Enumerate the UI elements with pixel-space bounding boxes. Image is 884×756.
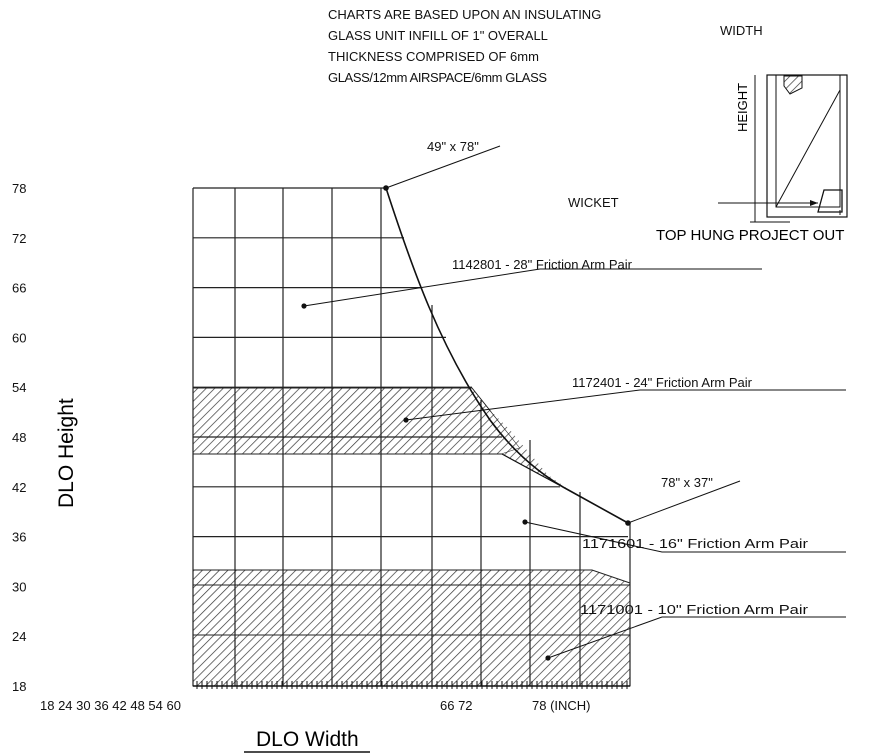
window-diagram: WIDTH HEIGHT WICKET TOP HUNG PROJECT OUT bbox=[568, 23, 848, 244]
y-tick-66: 66 bbox=[12, 281, 26, 296]
size-limit-curve bbox=[385, 187, 629, 524]
window-width-label: WIDTH bbox=[720, 23, 763, 38]
x-tick-labels-left: 18 24 30 36 42 48 54 60 bbox=[40, 698, 181, 713]
zone-10-label: 1171001 - 10" Friction Arm Pair bbox=[580, 602, 809, 617]
y-axis-title: DLO Height bbox=[55, 398, 78, 508]
corner-leader-top bbox=[385, 145, 501, 189]
corner-label-bottom: 78" x 37" bbox=[661, 475, 713, 490]
curve-hatch-wedge bbox=[490, 410, 572, 492]
zone-28-leader bbox=[303, 268, 762, 307]
y-tick-18: 18 bbox=[12, 679, 26, 694]
y-tick-54: 54 bbox=[12, 380, 26, 395]
corner-point-bottom bbox=[625, 520, 631, 526]
y-tick-24: 24 bbox=[12, 629, 26, 644]
window-wicket-label: WICKET bbox=[568, 195, 619, 210]
corner-point-top bbox=[383, 185, 389, 191]
zone-16-leader bbox=[524, 521, 846, 553]
x-axis-title: DLO Width bbox=[256, 728, 359, 751]
y-tick-30: 30 bbox=[12, 579, 26, 594]
note-line-2: GLASS UNIT INFILL OF 1" OVERALL bbox=[328, 28, 548, 43]
note-line-4: GLASS/12mm AIRSPACE/6mm GLASS bbox=[328, 70, 547, 85]
y-tick-78: 78 bbox=[12, 181, 26, 196]
x-tick-78: 78 (INCH) bbox=[532, 698, 591, 713]
x-axis-minor-ticks bbox=[196, 681, 628, 689]
y-axis-tick-labels: 78 72 66 60 54 48 42 36 30 24 18 bbox=[12, 181, 26, 694]
zone-24-leader bbox=[405, 389, 846, 421]
glass-spec-note: CHARTS ARE BASED UPON AN INSULATING GLAS… bbox=[328, 4, 688, 88]
y-tick-48: 48 bbox=[12, 430, 26, 445]
y-tick-72: 72 bbox=[12, 231, 26, 246]
zone-16-label: 1171601 - 16" Friction Arm Pair bbox=[582, 536, 809, 551]
note-line-3: THICKNESS COMPRISED OF 6mm bbox=[328, 49, 539, 64]
zone-24-label: 1172401 - 24" Friction Arm Pair bbox=[572, 375, 753, 390]
y-tick-36: 36 bbox=[12, 530, 26, 545]
x-tick-labels-right: 66 72 bbox=[440, 698, 473, 713]
zone-10in-hatch bbox=[192, 569, 631, 687]
corner-leader-bottom bbox=[627, 480, 741, 524]
window-caption: TOP HUNG PROJECT OUT bbox=[656, 227, 844, 244]
window-height-label: HEIGHT bbox=[735, 83, 750, 132]
zone-24in-hatch bbox=[192, 387, 521, 455]
curve-lower-edge bbox=[501, 453, 573, 493]
note-line-1: CHARTS ARE BASED UPON AN INSULATING bbox=[328, 7, 602, 22]
corner-label-top: 49" x 78" bbox=[427, 139, 479, 154]
y-tick-60: 60 bbox=[12, 330, 26, 345]
zone-10-leader bbox=[547, 616, 846, 659]
grid bbox=[192, 187, 631, 686]
y-tick-42: 42 bbox=[12, 480, 26, 495]
zone-28-label: 1142801 - 28" Friction Arm Pair bbox=[452, 257, 633, 272]
